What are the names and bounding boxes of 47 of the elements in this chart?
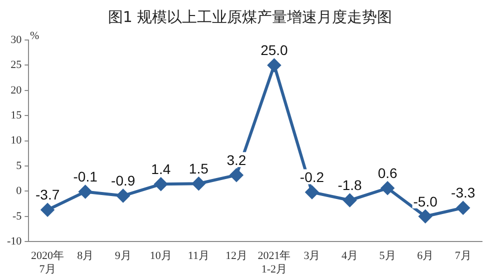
text: 0.6 [378, 165, 398, 182]
text: -1.8 [338, 177, 362, 194]
text: -5.0 [413, 193, 438, 210]
text: -3.3 [451, 184, 476, 201]
point [456, 201, 470, 214]
point [343, 194, 356, 207]
x-tick-label: 2021年 1-2月 [258, 250, 291, 276]
text: 25.0 [260, 42, 288, 58]
x-tick-label: 8月 [77, 250, 94, 262]
y-axis-title: % [30, 30, 40, 42]
point [192, 177, 206, 190]
point [268, 58, 281, 72]
y-tick-label: 20 [10, 84, 22, 96]
x-tick-label: 5月 [379, 250, 396, 262]
x-tick-label: 11月 [188, 250, 210, 262]
x-tick-label: 9月 [114, 250, 132, 262]
x-tick-label: 12月 [225, 250, 248, 262]
y-tick-label: 5 [16, 160, 22, 172]
text: 3.2 [226, 152, 246, 168]
point [116, 189, 130, 202]
text: 1.5 [188, 160, 208, 176]
x-tick-label: 2020年 7月 [31, 250, 64, 276]
x-tick-label: 3月 [304, 250, 320, 262]
x-tick-label: 4月 [342, 250, 358, 262]
chart-title: 图1 规模以上工业原煤产量增速月度走势图 [106, 8, 394, 27]
y-tick-label: 0 [16, 185, 22, 198]
y-tick-label: 25 [10, 59, 22, 72]
point [230, 168, 243, 182]
text: -0.1 [73, 168, 98, 185]
text: -0.9 [111, 172, 136, 189]
point [154, 178, 168, 191]
y-tick-label: 15 [10, 109, 22, 122]
point [306, 186, 318, 199]
point [418, 210, 432, 223]
y-tick-label: -10 [6, 235, 22, 248]
point [78, 185, 92, 198]
y-tick-label: -5 [12, 210, 22, 222]
point [41, 203, 54, 216]
y-tick-label: 30 [10, 34, 22, 46]
x-tick-label: 6月 [417, 250, 434, 262]
text: -3.7 [35, 186, 60, 203]
text: -0.2 [300, 169, 324, 186]
y-tick-label: 10 [10, 134, 22, 147]
x-tick-label: 7月 [454, 250, 472, 262]
x-tick-label: 10月 [150, 250, 172, 262]
point [381, 182, 394, 195]
text: 1.4 [151, 161, 171, 178]
